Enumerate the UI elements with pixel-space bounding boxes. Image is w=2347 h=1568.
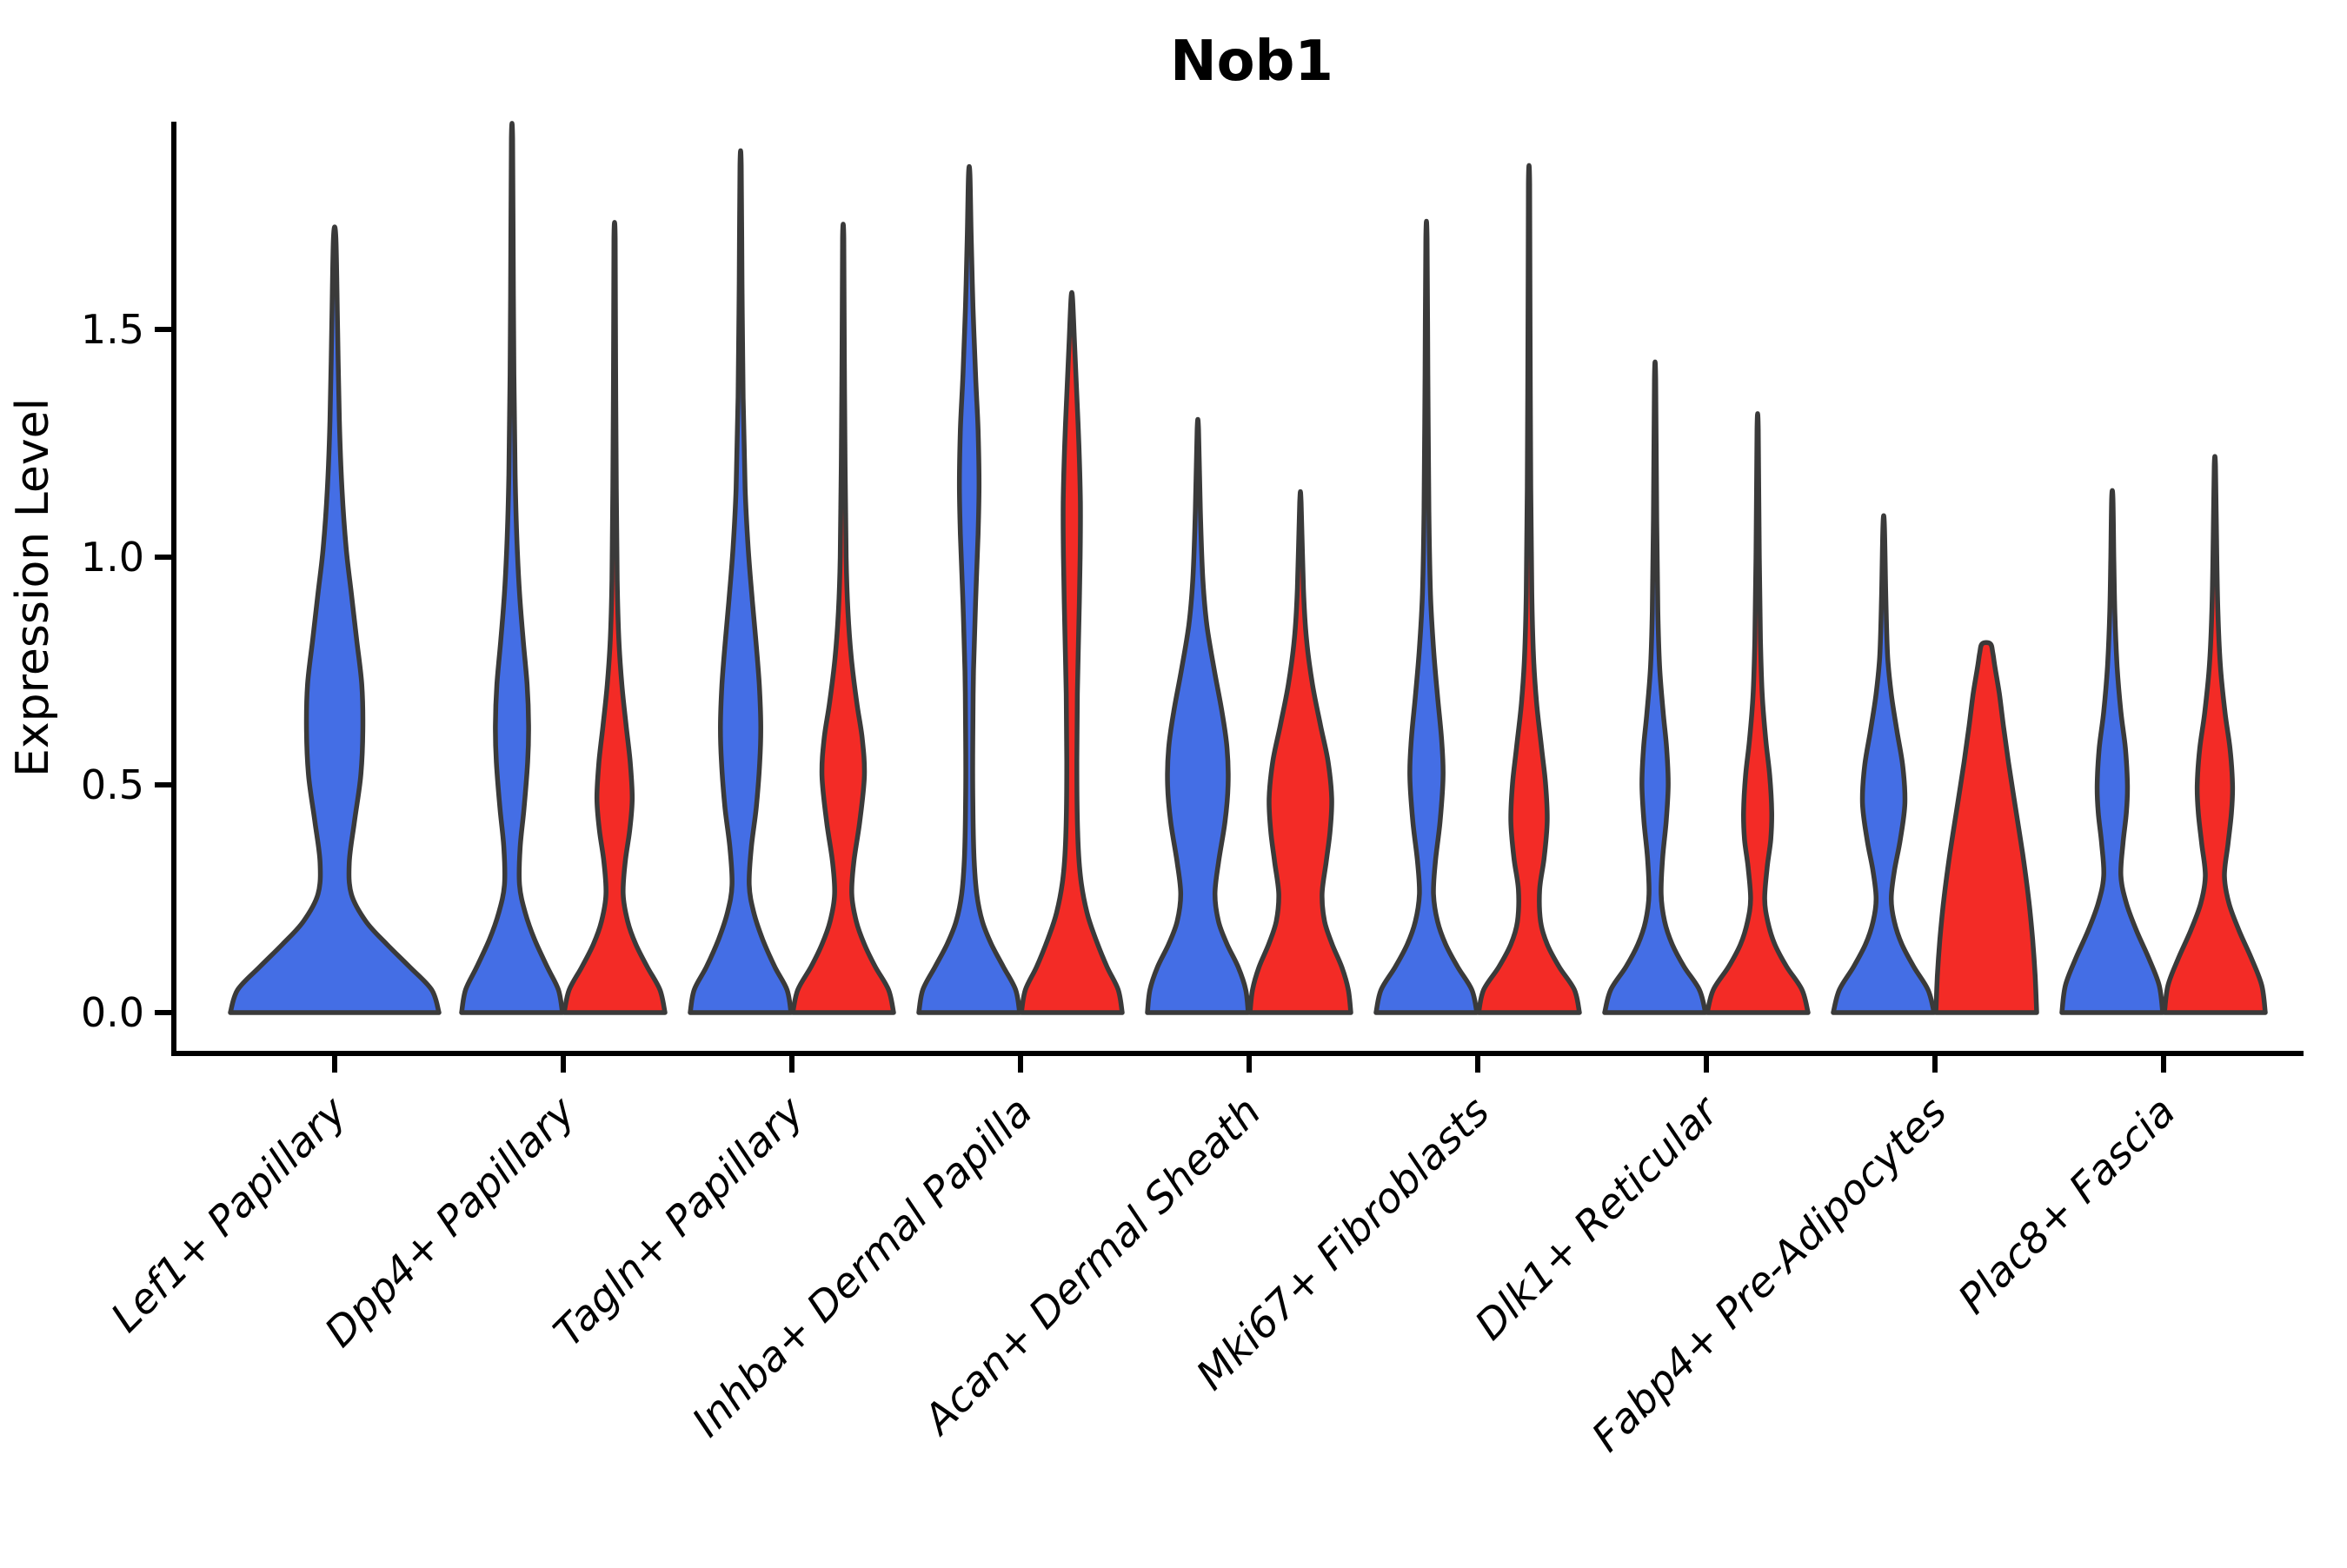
violin-inhba-dermal-papilla-left <box>916 163 1022 1015</box>
x-tick-label-plac8-fascia: Plac8+ Fascia <box>1949 1088 2184 1324</box>
x-tick-label-dlk1-reticular: Dlk1+ Reticular <box>1466 1086 1730 1350</box>
violin-plac8-fascia-left <box>2059 488 2165 1015</box>
violin-lef1-papillary-single <box>228 224 442 1015</box>
violin-mki67-fibroblasts-right <box>1476 163 1582 1015</box>
x-tick-label-dpp4-papillary: Dpp4+ Papillary <box>316 1087 585 1357</box>
violin-tagln-papillary-left <box>688 148 794 1015</box>
violin-dpp4-papillary-left <box>459 121 565 1015</box>
violin-dpp4-papillary-right <box>562 220 668 1015</box>
y-axis-label: Expression Level <box>7 398 59 777</box>
x-tick-label-lef1-papillary: Lef1+ Papillary <box>102 1087 356 1342</box>
violin-dlk1-reticular-right <box>1705 411 1811 1015</box>
y-tick-label-1.0: 1.0 <box>81 534 144 581</box>
y-tick-label-1.5: 1.5 <box>81 306 144 353</box>
violin-inhba-dermal-papilla-right <box>1019 289 1125 1015</box>
violin-acan-dermal-sheath-left <box>1145 416 1251 1015</box>
violin-plac8-fascia-right <box>2162 454 2268 1015</box>
x-tick-label-tagln-papillary: Tagln+ Papillary <box>545 1087 814 1357</box>
y-tick-label-0.5: 0.5 <box>81 761 144 808</box>
y-tick-label-0.0: 0.0 <box>81 989 144 1036</box>
violin-dlk1-reticular-left <box>1602 359 1708 1015</box>
axes-layer <box>155 122 2304 1073</box>
violins-layer <box>228 121 2268 1015</box>
violin-mki67-fibroblasts-left <box>1373 218 1479 1015</box>
violin-tagln-papillary-right <box>790 222 896 1015</box>
violin-acan-dermal-sheath-right <box>1247 488 1353 1015</box>
violin-fabp4-pre-adipocytes-left <box>1831 513 1937 1015</box>
chart-title: Nob1 <box>1170 30 1333 94</box>
violin-fabp4-pre-adipocytes-right <box>1933 640 2039 1015</box>
